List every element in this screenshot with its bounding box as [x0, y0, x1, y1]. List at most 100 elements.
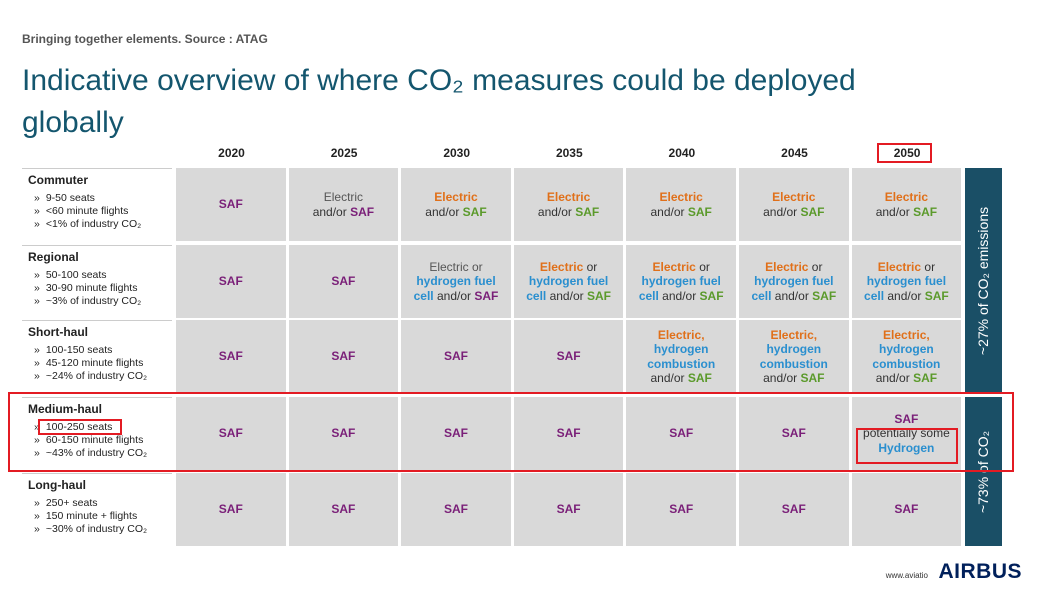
cell-line: Electric, [770, 328, 817, 343]
cell: SAF [176, 473, 286, 546]
bullet: » <60 minute flights [28, 205, 166, 218]
cell-line: SAF [219, 197, 243, 212]
cell-text: SAF [924, 288, 949, 303]
cell-text: SAF [913, 371, 938, 385]
cell-line: Electric [434, 190, 477, 205]
cell: Electric and/or SAF [401, 168, 511, 241]
cell-text: hydrogen [653, 342, 709, 356]
cell-text: hydrogen fuel [528, 274, 609, 289]
cell-text: Electric [539, 259, 584, 274]
bullet: » ~43% of industry CO₂ [28, 447, 166, 460]
band-label: ~27% of CO₂ emissions [975, 206, 992, 355]
cell-line: SAF [782, 502, 806, 517]
cell-line: Hydrogen [878, 441, 934, 456]
cell-text: cell [413, 288, 434, 303]
cell-line: SAF [669, 502, 693, 517]
cell: Electric or hydrogen fuel cell and/or SAF [401, 245, 511, 318]
row-name: Short-haul [28, 325, 88, 339]
bullet-marker: » [34, 295, 40, 307]
cell-text: and/or [875, 204, 914, 219]
cell-line: hydrogen fuel [416, 274, 495, 289]
cell: Electric or hydrogen fuel cell and/or SAF [513, 245, 624, 318]
bullet-marker: » [34, 421, 40, 433]
cell-text: or [921, 259, 936, 274]
cell: SAF [739, 473, 849, 546]
bullet-text: 30-90 minute flights [45, 282, 138, 294]
cell-text: SAF [800, 371, 825, 385]
cell-text: SAF [218, 502, 243, 517]
cell-text: SAF [781, 426, 806, 441]
cell-line: Electric [324, 190, 363, 205]
cell: Electric, hydrogen combustion and/or SAF [626, 320, 736, 393]
cell-line: and/or SAF [876, 205, 937, 220]
row-label: Long-haul » 250+ seats » 150 minute + flight… [22, 473, 172, 546]
bullet-text: 100-250 seats [45, 421, 113, 433]
cell-text: SAF [218, 197, 243, 212]
cell-line: SAF [331, 349, 355, 364]
cell-text: and/or [650, 204, 688, 219]
cell-line: Electric or [765, 260, 822, 275]
row-label: Regional » 50-100 seats » 30-90 minute fligh… [22, 245, 172, 318]
cell-text: SAF [443, 426, 468, 441]
cell-text: SAF [669, 426, 694, 441]
cell-line: Electric [547, 190, 590, 205]
cell-line: SAF [331, 426, 355, 441]
bullet: » <1% of industry CO₂ [28, 218, 166, 231]
cell-text: hydrogen [879, 342, 934, 356]
cell-text: SAF [474, 288, 499, 303]
cell-text: SAF [331, 502, 356, 517]
cell: Electric and/or SAF [851, 168, 962, 241]
bullet: » ~30% of industry CO₂ [28, 523, 166, 536]
cell-text: SAF [331, 349, 356, 364]
cell-line: Electric [885, 190, 928, 205]
bullet-text: 50-100 seats [45, 269, 107, 281]
cell-line: hydrogen [654, 342, 709, 357]
cell-text: SAF [443, 349, 468, 364]
cell-text: SAF [669, 502, 694, 517]
cell-text: Electric [877, 259, 922, 274]
cell-text: and/or [875, 371, 914, 385]
cell-text: combustion [872, 356, 941, 371]
cell-text: SAF [556, 502, 581, 517]
cell-line: SAF [557, 502, 581, 517]
cell: Electric or hydrogen fuel cell and/or SAF [739, 245, 849, 318]
cell-line: SAF [444, 426, 468, 441]
bullet: » 100-250 seats [28, 421, 166, 434]
bullet-marker: » [34, 510, 40, 522]
cell-line: and/or SAF [651, 205, 712, 220]
cell-line: SAF [444, 502, 468, 517]
cell-text: and/or [433, 288, 475, 303]
bullet: » ~3% of industry CO₂ [28, 295, 166, 308]
cell-line: SAF [331, 502, 355, 517]
cell: SAF [739, 397, 849, 470]
cell-text: SAF [218, 426, 243, 441]
cell-text: Electric, [770, 327, 818, 342]
cell-line: SAF [219, 502, 243, 517]
cell: Electric, hydrogen combustion and/or SAF [739, 320, 849, 393]
bullet-marker: » [34, 447, 40, 459]
cell-text: combustion [647, 356, 716, 371]
row-name: Regional [28, 250, 79, 264]
bullet: » 60-150 minute flights [28, 434, 166, 447]
cell-text: Electric [323, 190, 364, 204]
cell-text: SAF [443, 502, 468, 517]
cell-text: SAF [781, 502, 806, 517]
cell-text: Electric [659, 190, 703, 204]
cell: SAF [176, 168, 286, 241]
highlight-box [856, 428, 958, 464]
cell-line: SAF [557, 426, 581, 441]
cell: SAF [513, 320, 624, 393]
cell: SAF [513, 473, 624, 546]
cell-line: Electric, [658, 328, 705, 343]
cell-line: Electric or [540, 260, 597, 275]
year-header: 2045 [781, 146, 808, 160]
cell-line: SAF [331, 274, 355, 289]
cell-text: and/or [650, 371, 688, 385]
year-header: 2020 [218, 146, 245, 160]
bullet: » 50-100 seats [28, 269, 166, 282]
cell-text: SAF [894, 411, 919, 426]
bullet-text: 45-120 minute flights [45, 357, 144, 369]
row-label: Commuter » 9-50 seats » <60 minute flights » <… [22, 168, 172, 241]
cell-line: SAF [782, 426, 806, 441]
